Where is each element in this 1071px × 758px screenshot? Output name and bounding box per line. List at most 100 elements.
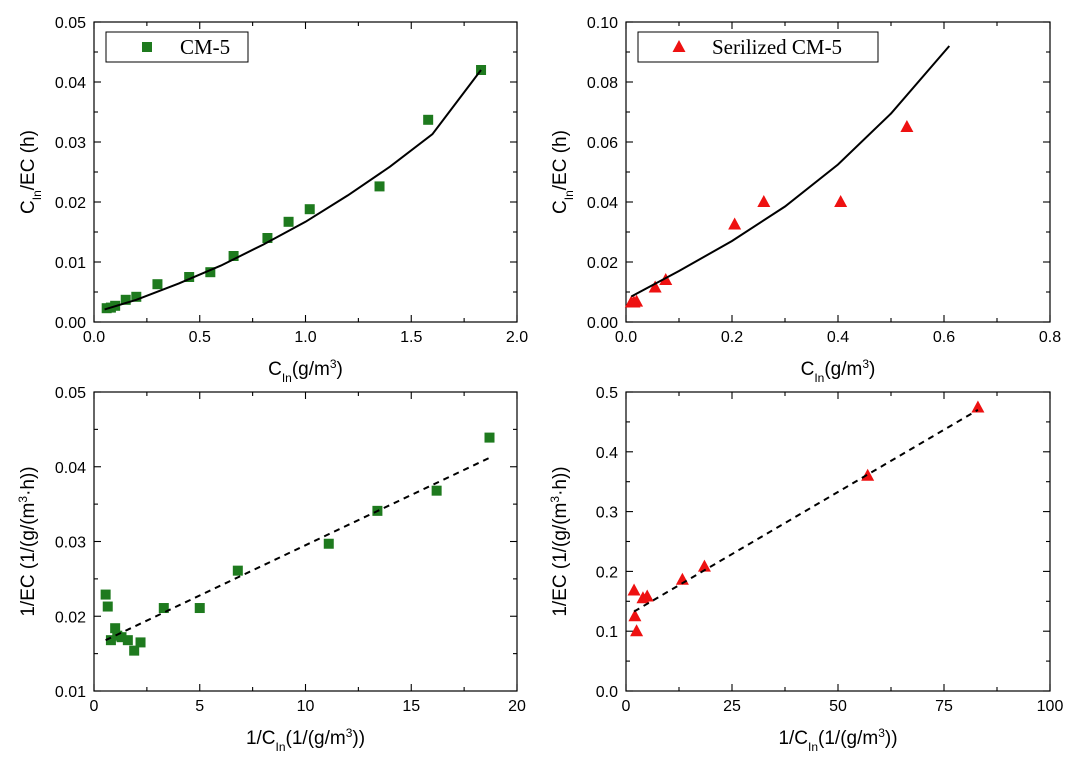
x-tick-label: 1.5 (400, 329, 422, 346)
y-axis-label-sup: 3 (16, 496, 30, 503)
x-tick-label: 0.4 (827, 329, 849, 346)
data-point (116, 632, 127, 643)
legend-label: CM-5 (180, 35, 230, 59)
y-tick-label: 0.0 (596, 684, 618, 701)
plot-frame (625, 391, 1051, 692)
y-tick-label: 0.05 (55, 15, 86, 32)
data-point (120, 294, 131, 305)
y-axis-label-sup: 3 (548, 496, 562, 503)
y-tick-label: 0.06 (587, 135, 618, 152)
data-point (374, 181, 385, 192)
x-tick-label: 0.2 (721, 329, 743, 346)
y-axis-label-main: 1/EC (1/(g/(m (18, 503, 39, 617)
legend-box (105, 31, 249, 63)
data-point (834, 195, 848, 207)
data-point (131, 291, 142, 302)
y-axis-label: CIn/EC (h) (550, 130, 576, 214)
plot-frame (93, 21, 518, 323)
x-axis-label-main: C (268, 359, 282, 380)
data-point (194, 603, 205, 614)
y-axis-label-end: ·h)) (550, 466, 571, 496)
x-axis-label-end: ) (869, 359, 875, 380)
x-tick-label: 50 (829, 698, 847, 715)
x-axis-label-rest: (g/m (292, 359, 330, 380)
data-point (304, 204, 315, 215)
fit-line (630, 45, 951, 298)
plot-frame (93, 391, 518, 692)
x-axis-label-main: 1/C (246, 728, 276, 749)
x-axis-label-rest: (g/m (824, 359, 862, 380)
legend-marker (142, 42, 152, 52)
data-point (105, 635, 116, 646)
y-tick-label: 0.03 (55, 535, 86, 552)
data-point (630, 624, 644, 637)
x-axis-label-sup: 3 (862, 357, 869, 371)
y-axis-label-sub: In (562, 190, 576, 200)
data-point (228, 251, 239, 261)
x-axis-label-main: 1/C (778, 728, 808, 749)
x-axis-label-sup: 3 (878, 726, 885, 740)
y-tick-label: 0.01 (55, 255, 86, 272)
x-tick-label: 75 (935, 698, 953, 715)
x-axis-label-sup: 3 (346, 726, 353, 740)
data-point (262, 233, 273, 243)
data-point (484, 432, 495, 443)
x-tick-label: 2.0 (506, 329, 528, 346)
legend-marker (672, 40, 686, 52)
data-point (697, 559, 711, 572)
data-point (110, 623, 121, 634)
y-tick-label: 0.02 (587, 255, 618, 272)
data-point (640, 589, 654, 602)
x-axis-label-rest: (1/(g/m (818, 728, 878, 749)
x-tick-label: 20 (508, 698, 526, 715)
data-point (476, 65, 487, 75)
data-point (630, 294, 644, 307)
x-axis-label: CIn(g/m3) (268, 357, 343, 385)
y-axis-label: 1/EC (1/(g/(m3·h)) (16, 466, 39, 616)
x-axis-label-sub: In (282, 371, 292, 385)
y-tick-label: 0.04 (55, 460, 86, 477)
y-axis-label-end: ·h)) (18, 466, 39, 496)
x-tick-label: 0.6 (933, 329, 955, 346)
data-point (728, 217, 742, 230)
y-tick-label: 0.08 (587, 75, 618, 92)
x-tick-label: 25 (723, 698, 741, 715)
data-point (423, 114, 434, 125)
data-point (100, 589, 111, 600)
y-tick-label: 0.03 (55, 135, 86, 152)
data-point (628, 609, 642, 622)
x-tick-label: 0.8 (1039, 329, 1061, 346)
data-point (648, 280, 662, 293)
y-axis-label-main: C (18, 200, 39, 214)
x-axis-label-sub: In (276, 740, 286, 754)
y-axis-label-rest: /EC (h) (550, 130, 571, 190)
x-tick-label: 0.0 (615, 329, 637, 346)
data-point (323, 538, 334, 549)
y-tick-label: 0.2 (596, 564, 618, 581)
x-tick-label: 0.0 (83, 329, 105, 346)
fit-line (633, 409, 979, 613)
x-tick-label: 100 (1037, 698, 1064, 715)
plot-frame (625, 21, 1051, 323)
x-tick-label: 1.0 (294, 329, 316, 346)
data-point (861, 468, 875, 481)
legend: Serilized CM-5 (637, 31, 879, 63)
data-point (152, 279, 163, 290)
data-point (900, 120, 914, 132)
y-tick-label: 0.01 (55, 684, 86, 701)
y-axis-label-rest: /EC (h) (18, 130, 39, 190)
x-axis-label: CIn(g/m3) (801, 357, 876, 385)
x-axis-label-end: )) (352, 728, 365, 749)
fit-line (104, 69, 482, 311)
data-point (283, 216, 294, 227)
data-point (122, 635, 133, 646)
data-point (431, 485, 442, 496)
x-tick-label: 0 (622, 698, 631, 715)
data-point (627, 583, 641, 596)
x-axis-label-rest: (1/(g/m (286, 728, 346, 749)
data-point (971, 400, 985, 413)
y-tick-label: 0.02 (55, 195, 86, 212)
y-tick-label: 0.1 (596, 624, 618, 641)
x-tick-label: 0 (90, 698, 99, 715)
